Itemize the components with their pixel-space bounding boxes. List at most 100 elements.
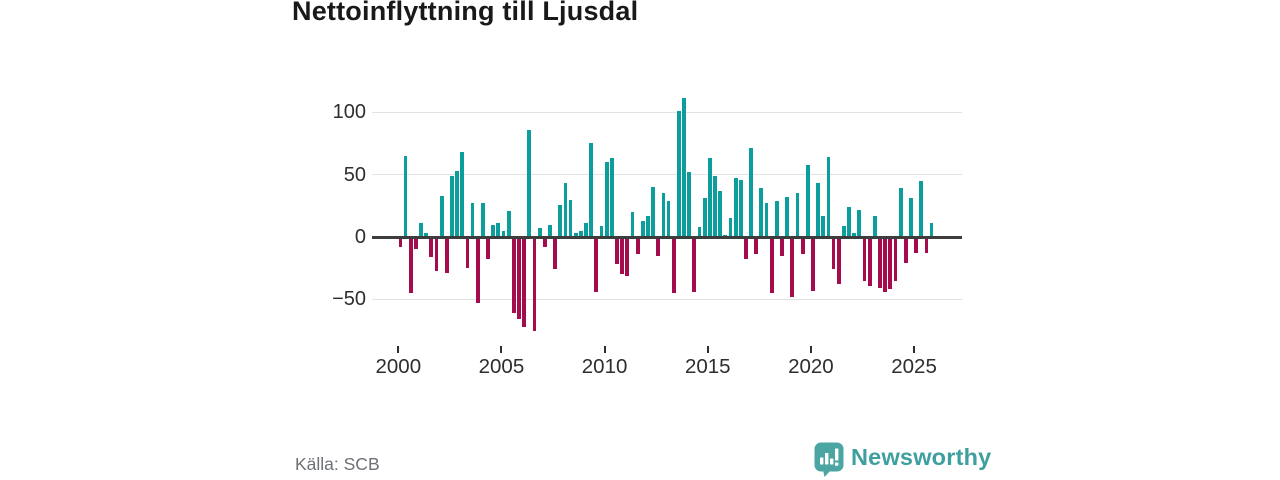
bar xyxy=(785,197,790,237)
bar xyxy=(914,237,918,254)
bar xyxy=(749,148,753,237)
bar xyxy=(434,237,439,271)
bar xyxy=(780,237,784,256)
x-axis-tick-2020 xyxy=(809,346,812,353)
x-axis-tick-2015 xyxy=(706,346,709,353)
bar xyxy=(517,237,521,320)
bar xyxy=(439,195,444,237)
bar xyxy=(744,237,748,260)
bar xyxy=(578,230,583,237)
bar xyxy=(862,237,867,281)
bar xyxy=(615,237,619,265)
bar xyxy=(738,179,743,237)
bar xyxy=(676,110,681,237)
bar xyxy=(769,237,774,294)
bar xyxy=(532,237,537,331)
bar xyxy=(444,237,449,274)
bar xyxy=(506,210,511,237)
bar xyxy=(759,188,764,237)
bar xyxy=(651,187,655,237)
bar xyxy=(903,237,908,264)
bar xyxy=(413,237,418,250)
bar xyxy=(491,224,496,237)
bar xyxy=(656,237,661,256)
bar xyxy=(620,237,625,275)
bar xyxy=(403,155,408,237)
bar xyxy=(465,237,470,269)
bar xyxy=(842,225,846,237)
bar xyxy=(542,237,547,247)
y-axis-label: −50 xyxy=(332,288,366,311)
bar xyxy=(713,175,717,237)
x-axis-tick-2025 xyxy=(913,346,916,353)
chart-title: Nettoinflyttning till Ljusdal xyxy=(292,0,639,26)
plot-area: 100 50 0 −50 2000 2005 2010 2015 2020 2025 xyxy=(332,98,962,378)
bar xyxy=(754,237,759,255)
bar xyxy=(408,237,413,294)
x-axis-label: 2025 xyxy=(891,355,937,378)
bar xyxy=(852,233,857,237)
bar xyxy=(687,172,692,237)
bar xyxy=(460,152,465,237)
x-axis-tick-2005 xyxy=(500,346,503,353)
bar xyxy=(486,237,490,260)
bar xyxy=(790,237,795,297)
bar xyxy=(625,237,630,276)
bar xyxy=(671,237,676,294)
bar xyxy=(481,203,485,237)
bar xyxy=(831,237,836,270)
y-axis-label: 0 xyxy=(354,226,366,248)
bar xyxy=(805,164,810,237)
bar xyxy=(661,193,666,237)
bar xyxy=(599,225,604,237)
bar xyxy=(764,203,769,237)
x-axis-label: 2020 xyxy=(788,355,834,378)
bar xyxy=(898,188,903,237)
bar xyxy=(475,237,480,304)
bar xyxy=(568,199,573,237)
bar xyxy=(630,212,635,237)
bar xyxy=(450,175,454,237)
bar xyxy=(584,223,588,237)
bar xyxy=(429,237,434,257)
bar xyxy=(795,193,800,237)
bar xyxy=(733,178,738,237)
gridline-y-100 xyxy=(372,111,962,113)
bar xyxy=(455,170,460,237)
bar xyxy=(635,237,640,255)
x-axis-label: 2010 xyxy=(581,355,628,378)
bar xyxy=(548,224,552,237)
bar xyxy=(501,230,506,237)
bar xyxy=(867,237,872,286)
bar xyxy=(398,237,403,247)
bar xyxy=(811,237,815,291)
bar xyxy=(888,237,893,290)
bar xyxy=(609,158,614,237)
bar xyxy=(707,158,712,237)
bar xyxy=(511,237,516,314)
bar xyxy=(847,207,851,237)
bar xyxy=(878,237,882,289)
bar xyxy=(821,215,826,237)
x-axis-label: 2015 xyxy=(684,355,731,378)
zero-axis-line xyxy=(372,235,962,239)
bar xyxy=(872,215,877,237)
x-axis-label: 2005 xyxy=(478,355,525,378)
bar xyxy=(558,204,563,237)
y-axis-label: 50 xyxy=(343,163,366,186)
bar xyxy=(604,162,609,237)
bar xyxy=(646,215,650,237)
bar xyxy=(929,223,934,237)
bar xyxy=(419,223,423,237)
bar xyxy=(800,237,805,255)
bar xyxy=(563,183,568,237)
bar xyxy=(640,220,645,237)
bar xyxy=(682,98,686,237)
x-axis-tick-2010 xyxy=(603,346,606,353)
bar xyxy=(697,227,702,237)
bar xyxy=(702,198,707,237)
bar xyxy=(537,228,542,237)
y-axis-label: 100 xyxy=(332,101,366,124)
bar xyxy=(553,237,557,270)
